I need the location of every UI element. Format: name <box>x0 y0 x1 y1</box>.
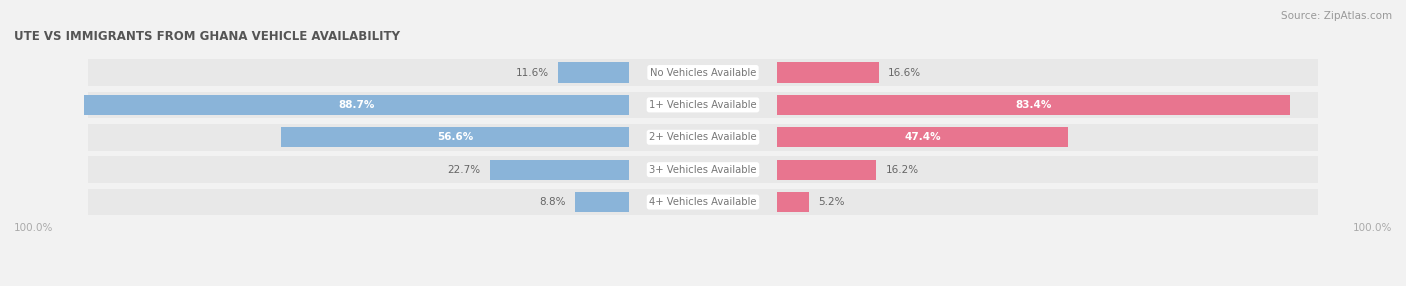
Bar <box>778 62 879 83</box>
Text: 22.7%: 22.7% <box>447 165 481 175</box>
Text: 4+ Vehicles Available: 4+ Vehicles Available <box>650 197 756 207</box>
Text: 5.2%: 5.2% <box>818 197 845 207</box>
Bar <box>778 127 1069 147</box>
Text: 88.7%: 88.7% <box>339 100 374 110</box>
Bar <box>778 160 876 180</box>
Bar <box>87 156 1319 183</box>
Text: UTE VS IMMIGRANTS FROM GHANA VEHICLE AVAILABILITY: UTE VS IMMIGRANTS FROM GHANA VEHICLE AVA… <box>14 30 401 43</box>
Text: 16.6%: 16.6% <box>889 67 921 78</box>
Bar <box>778 95 1289 115</box>
Text: 83.4%: 83.4% <box>1015 100 1052 110</box>
Text: Source: ZipAtlas.com: Source: ZipAtlas.com <box>1281 11 1392 21</box>
Text: 1+ Vehicles Available: 1+ Vehicles Available <box>650 100 756 110</box>
Bar <box>87 59 1319 86</box>
Text: 8.8%: 8.8% <box>540 197 565 207</box>
Bar <box>87 124 1319 150</box>
Text: 11.6%: 11.6% <box>516 67 548 78</box>
Text: 47.4%: 47.4% <box>904 132 941 142</box>
Text: 56.6%: 56.6% <box>437 132 474 142</box>
Text: 3+ Vehicles Available: 3+ Vehicles Available <box>650 165 756 175</box>
Bar <box>489 160 630 180</box>
Bar <box>281 127 630 147</box>
Text: 100.0%: 100.0% <box>14 223 53 233</box>
Bar <box>83 95 630 115</box>
Text: 16.2%: 16.2% <box>886 165 918 175</box>
Text: 100.0%: 100.0% <box>1353 223 1392 233</box>
Bar <box>575 192 630 212</box>
Text: 2+ Vehicles Available: 2+ Vehicles Available <box>650 132 756 142</box>
Bar <box>87 92 1319 118</box>
Bar <box>87 189 1319 215</box>
Text: No Vehicles Available: No Vehicles Available <box>650 67 756 78</box>
Bar <box>558 62 630 83</box>
Bar <box>778 192 808 212</box>
